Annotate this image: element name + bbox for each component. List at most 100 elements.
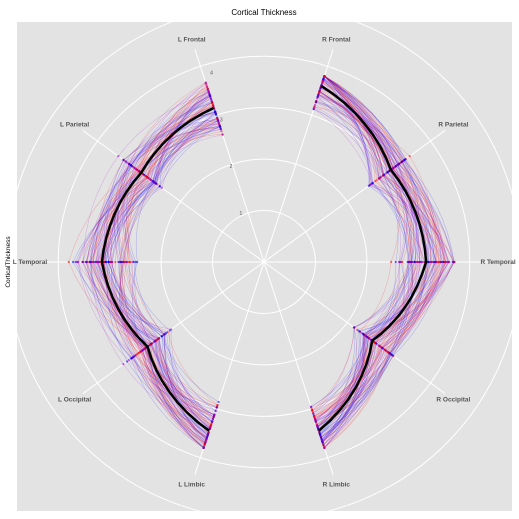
profile-point xyxy=(136,260,139,264)
profile-point xyxy=(215,406,218,409)
profile-point xyxy=(208,427,212,430)
axis-label-8: L Parietal xyxy=(60,121,89,128)
profile-point xyxy=(107,260,110,264)
profile-point xyxy=(151,180,155,183)
profile-point xyxy=(130,357,133,360)
profile-point xyxy=(147,177,150,180)
profile-point xyxy=(398,260,402,264)
profile-point xyxy=(129,260,132,264)
profile-point xyxy=(202,446,205,450)
profile-point xyxy=(438,260,441,264)
profile-point xyxy=(312,412,315,415)
profile-point xyxy=(122,158,125,162)
profile-point xyxy=(381,347,384,350)
profile-point xyxy=(317,94,320,97)
profile-point xyxy=(363,334,366,337)
profile-point xyxy=(123,260,126,264)
profile-point xyxy=(158,185,162,188)
profile-point xyxy=(154,182,157,185)
profile-point xyxy=(390,260,393,264)
profile-point xyxy=(96,260,99,264)
profile-point xyxy=(132,260,136,264)
profile-point xyxy=(313,103,317,107)
profile-point xyxy=(383,348,386,351)
radial-tick-1: 1 xyxy=(239,211,242,217)
profile-point xyxy=(206,435,209,438)
profile-point xyxy=(90,260,93,264)
profile-point xyxy=(166,330,169,333)
profile-point xyxy=(320,439,324,442)
profile-point xyxy=(441,260,445,264)
profile-point xyxy=(320,437,323,441)
profile-point xyxy=(221,133,224,136)
profile-point xyxy=(319,86,322,90)
profile-point xyxy=(218,124,221,128)
profile-point xyxy=(366,336,370,339)
profile-point xyxy=(213,413,216,417)
profile-point xyxy=(434,260,437,264)
chart-title: Cortical Thickness xyxy=(231,8,296,17)
profile-point xyxy=(154,339,157,342)
profile-point xyxy=(144,174,147,177)
profile-point xyxy=(210,423,213,426)
profile-point xyxy=(82,260,85,264)
profile-point xyxy=(315,422,318,425)
profile-point xyxy=(374,180,377,183)
profile-point xyxy=(388,352,391,355)
radial-tick-4: 4 xyxy=(210,70,213,76)
profile-point xyxy=(322,443,325,446)
profile-point xyxy=(76,260,79,264)
mean-line xyxy=(100,84,428,432)
profile-point xyxy=(216,404,219,407)
profile-point xyxy=(314,418,317,421)
radial-ticks: 1 2 3 4 xyxy=(210,70,242,217)
profile-point xyxy=(157,337,160,340)
profile-point xyxy=(418,260,422,264)
profile-point xyxy=(356,328,359,331)
profile-point xyxy=(74,260,77,264)
profile-point xyxy=(220,130,223,133)
axis-label-9: L Frontal xyxy=(178,36,206,43)
profile-point xyxy=(311,409,314,412)
profile-point xyxy=(133,354,137,357)
profile-point xyxy=(323,446,326,450)
profile-point xyxy=(214,110,217,113)
profile-point xyxy=(427,260,430,264)
profile-point xyxy=(212,416,215,419)
profile-point xyxy=(139,350,142,353)
axis-label-1: R Parietal xyxy=(438,121,468,128)
profile-point xyxy=(313,106,316,109)
profile-point xyxy=(377,177,381,180)
profile-point xyxy=(446,260,449,264)
profile-point xyxy=(440,260,443,264)
profile-point xyxy=(138,170,141,173)
profile-point xyxy=(124,160,128,163)
profile-point xyxy=(371,181,375,184)
profile-point xyxy=(415,260,419,264)
radial-tick-3: 3 xyxy=(220,117,223,123)
profile-point xyxy=(216,119,220,122)
profile-point xyxy=(413,260,416,264)
profile-point xyxy=(323,74,326,78)
profile-point xyxy=(386,171,389,174)
profile-point xyxy=(320,82,323,85)
profile-point xyxy=(368,184,371,187)
profile-point xyxy=(444,260,448,264)
profile-point xyxy=(98,260,101,264)
profile-point xyxy=(160,335,163,338)
mean-profile xyxy=(100,84,428,432)
profile-point xyxy=(358,330,361,333)
profile-point xyxy=(211,417,215,421)
spoke-1 xyxy=(263,130,446,263)
axis-label-7: L Temporal xyxy=(13,259,48,266)
individual-points xyxy=(67,74,456,450)
profile-point xyxy=(403,158,406,161)
profile-point xyxy=(125,360,129,363)
profile-point xyxy=(205,85,209,88)
profile-point xyxy=(215,113,218,116)
profile-point xyxy=(207,91,211,94)
profile-point xyxy=(162,333,165,337)
profile-point xyxy=(209,95,212,98)
profile-point xyxy=(102,260,106,264)
